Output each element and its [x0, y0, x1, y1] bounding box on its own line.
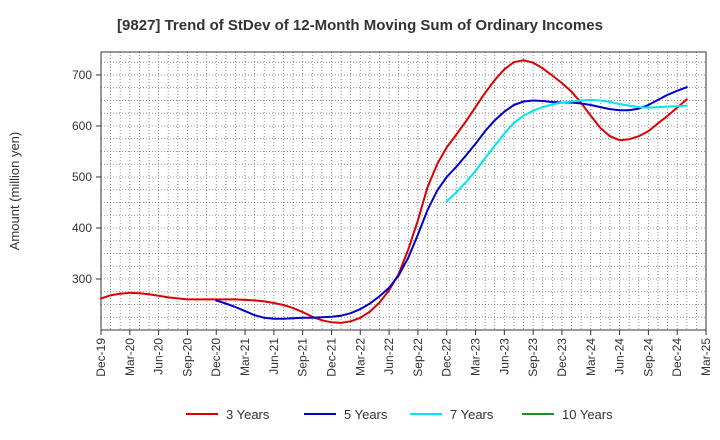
x-tick-label: Dec-20: [209, 338, 223, 377]
x-tick-label: Sep-22: [411, 338, 425, 377]
chart-title: [9827] Trend of StDev of 12-Month Moving…: [117, 17, 603, 34]
x-tick-label: Sep-21: [296, 338, 310, 377]
y-tick-label: 400: [72, 221, 92, 235]
grid-layer: [101, 52, 706, 330]
x-tick-label: Jun-21: [267, 338, 281, 375]
plot-frame: [100, 51, 707, 331]
y-tick-label: 700: [72, 68, 92, 82]
x-tick-label: Jun-20: [152, 338, 166, 375]
x-tick-label: Mar-25: [699, 338, 713, 376]
x-tick-label: Mar-22: [353, 338, 367, 376]
y-tick-label: 500: [72, 170, 92, 184]
x-tick-label: Jun-23: [497, 338, 511, 375]
y-tick-label: 600: [72, 119, 92, 133]
x-tick-label: Jun-24: [613, 338, 627, 375]
x-tick-label: Dec-19: [94, 338, 108, 377]
series-line-5-years: [215, 86, 688, 320]
legend-label-5-years: 5 Years: [344, 407, 388, 422]
x-tick-label: Dec-24: [670, 338, 684, 377]
series-layer: [100, 59, 688, 324]
legend-label-7-years: 7 Years: [450, 407, 494, 422]
legend: 3 Years 5 Years 7 Years 10 Years: [186, 407, 613, 422]
x-tick-label: Mar-20: [123, 338, 137, 376]
series-line-7-years: [445, 98, 688, 203]
x-tick-label: Dec-22: [440, 338, 454, 377]
x-tick-label: Sep-24: [641, 338, 655, 377]
x-tick-label: Sep-20: [180, 338, 194, 377]
x-tick-label: Dec-21: [324, 338, 338, 377]
x-tick-label: Mar-24: [584, 338, 598, 376]
x-tick-label: Dec-23: [555, 338, 569, 377]
legend-label-3-years: 3 Years: [226, 407, 270, 422]
x-axis-ticks: Dec-19 Mar-20 Jun-20 Sep-20 Dec-20 Mar-21 Jun-…: [94, 330, 713, 377]
legend-label-10-years: 10 Years: [562, 407, 613, 422]
x-tick-label: Mar-21: [238, 338, 252, 376]
x-tick-label: Jun-22: [382, 338, 396, 375]
y-tick-label: 300: [72, 272, 92, 286]
y-axis-ticks: 300 400 500 600 700: [72, 68, 101, 286]
x-tick-label: Mar-23: [469, 338, 483, 376]
x-tick-label: Sep-23: [526, 338, 540, 377]
y-axis-label: Amount (million yen): [7, 132, 22, 251]
